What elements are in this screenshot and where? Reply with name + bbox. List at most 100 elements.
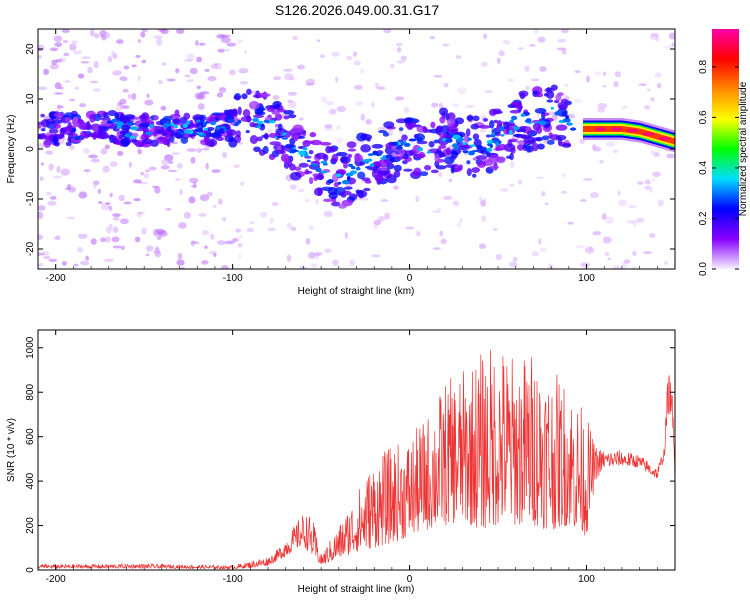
spectrogram-cell (545, 87, 552, 93)
spectrogram-cell (383, 29, 392, 34)
spectrogram-cell (73, 263, 79, 267)
spectrogram-cell (221, 216, 227, 222)
spectrogram-cell (123, 201, 132, 205)
spectrogram-cell (168, 160, 174, 164)
spectrogram-cell (390, 64, 395, 69)
spectrogram-cell (520, 134, 532, 140)
spectrogram-cell (621, 105, 628, 110)
spectrogram-cell (283, 109, 295, 115)
spectrogram-cell (403, 140, 407, 145)
spectrogram-cell (153, 115, 159, 121)
spectrogram-cell (254, 111, 266, 116)
spectrogram-cell (166, 78, 176, 82)
spectrogram-cell (507, 78, 515, 83)
spectrogram-cell (612, 265, 621, 269)
spectrogram-cell (412, 144, 421, 154)
spectrogram-cell (196, 93, 206, 100)
spectrogram-cell (107, 56, 113, 63)
spectrogram-cell (429, 35, 436, 40)
spectrogram-cell (365, 166, 369, 169)
spectrogram-cell (341, 199, 353, 207)
spectrogram-cell (122, 88, 129, 93)
spectrogram-cell (283, 158, 290, 164)
spectrogram-cell (41, 128, 46, 132)
spectrogram-cell (203, 127, 209, 131)
snr-ytick-label: 800 (25, 383, 36, 400)
spectrogram-cell (561, 143, 572, 148)
spectrogram-cell (211, 112, 221, 116)
spectrogram-cell (382, 132, 390, 137)
spectrogram-cell (197, 132, 204, 135)
spectrogram-cell (400, 55, 407, 62)
spectrogram-cell (245, 130, 250, 134)
spectrogram-cell (336, 125, 341, 130)
spectrogram-cell (472, 133, 480, 141)
spectrogram-cell (530, 78, 540, 82)
spectrogram-cell (305, 238, 311, 245)
spectrogram-cell (60, 168, 70, 176)
spectrogram-cell (533, 29, 539, 35)
spectrogram-cell (240, 116, 252, 122)
spectrogram-cell (81, 56, 91, 59)
spectrogram-cell (357, 171, 366, 180)
spectrogram-cell (361, 177, 371, 182)
spectrogram-cell (652, 171, 661, 177)
spectrogram-cell (302, 147, 308, 151)
spectrogram-cell (40, 162, 44, 166)
spectrogram-cell (160, 165, 170, 170)
spectrogram-cell (355, 140, 365, 145)
spectrogram-cell (486, 139, 494, 144)
spectrogram-cell (346, 55, 353, 61)
spectrogram-cell (179, 189, 183, 195)
spectrogram-cell (498, 143, 507, 151)
spectrogram-cell (298, 150, 306, 156)
spectrogram-cell (454, 117, 465, 125)
spectrogram-cell (152, 228, 160, 237)
spectrogram-cell (647, 88, 651, 92)
spectrogram-cell (555, 124, 568, 131)
spectrogram-cell (320, 170, 328, 174)
spectrogram-cell (283, 115, 290, 120)
spectrogram-cell (489, 144, 493, 148)
spectrogram-cell (67, 121, 72, 130)
spectrogram-cell (213, 252, 217, 257)
spectrogram-cell (220, 34, 231, 38)
spectrogram-cell (177, 252, 183, 260)
spectrogram-cell (289, 171, 302, 181)
spectrogram-cell (299, 265, 307, 269)
spectrogram-cell (465, 105, 475, 108)
spectrogram-cell (195, 39, 199, 47)
spectrogram-cell (116, 39, 124, 45)
spectrogram-cell (219, 126, 226, 129)
spectrogram-cell (554, 111, 560, 116)
spectrogram-cell (103, 258, 114, 263)
spectrogram-cell (341, 190, 352, 196)
spectrogram-cell (49, 63, 59, 70)
spectrogram-cell (378, 152, 382, 156)
spectrogram-cell (71, 40, 78, 44)
spectrogram-cell (613, 81, 619, 88)
spectrogram-cell (137, 148, 142, 155)
spectrogram-cell (301, 131, 307, 137)
spectrogram-cell (525, 143, 531, 153)
spectrogram-cell (479, 128, 486, 133)
spectrogram-marks (38, 29, 675, 269)
spectrogram-cell (268, 153, 276, 160)
snr-ytick-label: 600 (25, 428, 36, 445)
spectrogram-cell (447, 112, 456, 121)
spectrogram-cell (258, 149, 266, 156)
spectrogram-cell (310, 164, 318, 168)
spectrogram-cell (531, 142, 539, 152)
spectrogram-cell (218, 87, 227, 92)
spectrogram-cell (394, 96, 405, 101)
spectrogram-cell (38, 252, 45, 256)
spectrogram-cell (167, 169, 178, 173)
spectrogram-cell (79, 103, 87, 108)
spectrogram-cell (129, 135, 136, 140)
spectrogram-cell (126, 121, 135, 126)
spectrogram-cell (109, 192, 113, 198)
spectrogram-cell (335, 152, 348, 157)
spectrogram-cell (546, 99, 554, 103)
spectrogram-cell (444, 164, 456, 168)
spectrogram-cell (438, 102, 443, 110)
